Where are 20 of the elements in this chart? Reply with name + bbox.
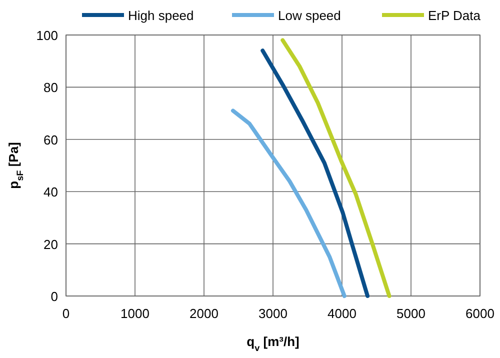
y-tick-label: 100 <box>36 28 58 43</box>
x-tick-label: 5000 <box>396 306 426 321</box>
y-tick-label: 80 <box>44 80 58 96</box>
line-series <box>260 48 370 298</box>
x-tick-label: 6000 <box>466 306 494 321</box>
x-tick-label: 2000 <box>190 306 218 321</box>
x-tick-label: 0 <box>62 306 70 321</box>
y-tick-label: 60 <box>44 132 58 148</box>
x-tick-label: 3000 <box>258 306 288 321</box>
legend-label: High speed <box>128 8 194 23</box>
x-axis-title: q$_{v}$ [m³/h] <box>246 334 300 353</box>
legend-label: Low speed <box>278 8 341 23</box>
legend-label: ErP Data <box>428 8 482 23</box>
line-series <box>230 108 346 298</box>
y-tick-label: 40 <box>44 184 58 200</box>
y-tick-label: 20 <box>44 236 58 252</box>
line-series <box>280 38 392 298</box>
x-tick-label: 1000 <box>120 306 150 321</box>
x-tick-label: 4000 <box>328 306 356 321</box>
y-tick-label: 0 <box>50 289 58 304</box>
